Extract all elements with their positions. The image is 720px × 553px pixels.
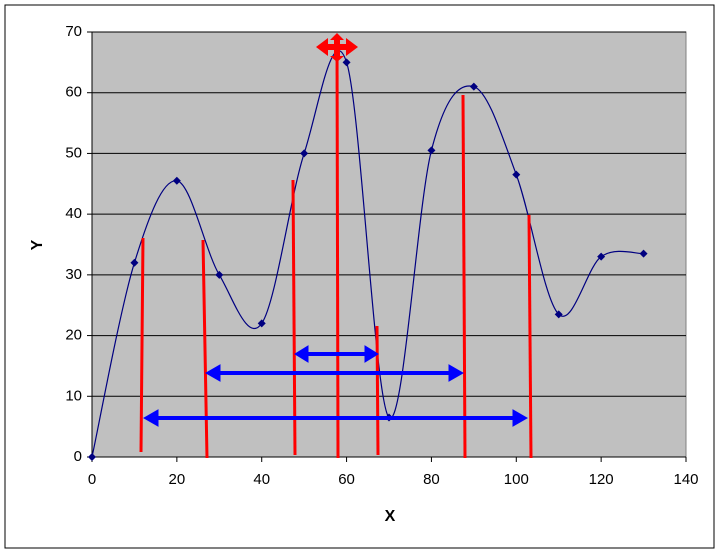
red-line [335, 41, 340, 459]
x-tick-label: 80 [423, 471, 440, 488]
point-marker [512, 170, 521, 179]
y-tick-label: 0 [74, 448, 82, 465]
point-marker [215, 270, 224, 279]
red-move-arrow [316, 33, 358, 62]
y-axis-title: Y [29, 239, 46, 250]
y-tick-label: 50 [65, 144, 82, 161]
blue-arrowhead [512, 409, 529, 427]
point-marker [257, 319, 266, 328]
blue-arrowhead [364, 345, 379, 363]
x-tick-label: 0 [88, 471, 96, 488]
red-line [139, 237, 145, 453]
plot-area: 0 10 20 30 40 50 60 70 0 20 40 60 80 100 120 140 [65, 23, 698, 488]
red-line [461, 94, 467, 459]
x-tick-label: 120 [589, 471, 614, 488]
blue-arrowhead [204, 364, 221, 382]
x-tick-label: 20 [169, 471, 186, 488]
point-marker [427, 146, 436, 155]
x-axis-title: X [385, 508, 396, 525]
point-marker [554, 310, 563, 319]
point-marker [342, 58, 351, 67]
blue-arrows [142, 345, 529, 427]
blue-arrowhead [142, 409, 159, 427]
x-tick-label: 60 [338, 471, 355, 488]
annotations [139, 33, 533, 459]
y-tick-label: 20 [65, 327, 82, 344]
y-tick-label: 30 [65, 266, 82, 283]
blue-arrowhead [448, 364, 465, 382]
point-marker [597, 252, 606, 261]
red-lines [139, 41, 533, 459]
x-tick-label: 140 [673, 471, 698, 488]
point-marker [88, 453, 96, 461]
x-tick-label: 100 [504, 471, 529, 488]
y-tick-label: 40 [65, 205, 82, 222]
red-line [375, 325, 380, 456]
point-marker [300, 149, 309, 158]
red-arrow [330, 33, 344, 62]
y-tick-label: 70 [65, 23, 82, 40]
red-line [201, 239, 209, 459]
blue-arrowhead [294, 345, 309, 363]
x-tick-label: 40 [253, 471, 270, 488]
red-line [291, 179, 297, 456]
point-marker [639, 249, 648, 258]
point-marker [172, 176, 181, 185]
y-tick-label: 60 [65, 84, 82, 101]
y-tick-label: 10 [65, 387, 82, 404]
red-line [527, 214, 533, 459]
point-marker [130, 258, 139, 267]
point-marker [469, 82, 478, 91]
plot-background [91, 31, 687, 458]
